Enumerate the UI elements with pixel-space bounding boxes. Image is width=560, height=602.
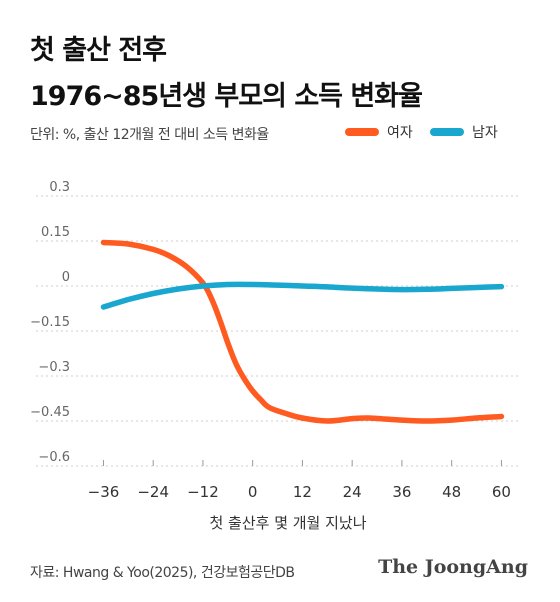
chart-subtitle: 단위: %, 출산 12개월 전 대비 소득 변화율 — [30, 127, 269, 143]
x-tick-label: 12 — [293, 483, 312, 501]
series-line-male — [100, 281, 505, 310]
y-tick-label: 0.15 — [41, 225, 70, 240]
legend-swatch-male — [430, 128, 464, 136]
legend-swatch-female — [345, 128, 379, 136]
series-lines — [100, 239, 505, 424]
legend-label-male: 남자 — [472, 125, 498, 141]
x-tick-label: −12 — [187, 483, 219, 501]
publisher-logo: The JoongAng — [378, 556, 528, 578]
source-note: 자료: Hwang & Yoo(2025), 건강보험공단DB — [30, 565, 295, 581]
x-tick-label: 0 — [248, 483, 258, 501]
x-tick-label: 60 — [492, 483, 511, 501]
chart-title-line1: 첫 출산 전후 — [30, 35, 167, 66]
x-tick-label: 36 — [392, 483, 411, 501]
y-tick-label: −0.45 — [30, 405, 70, 420]
legend-item-female: 여자 — [345, 122, 413, 142]
legend-item-male: 남자 — [430, 122, 498, 142]
x-tick-label: −36 — [88, 483, 120, 501]
series-line-female — [100, 239, 505, 424]
y-tick-label: 0 — [62, 270, 70, 285]
x-tick-label: −24 — [137, 483, 169, 501]
legend-label-female: 여자 — [387, 125, 413, 141]
y-tick-label: 0.3 — [49, 180, 70, 195]
x-axis-label: 첫 출산후 몇 개월 지났나 — [209, 514, 366, 532]
y-tick-label: −0.3 — [38, 360, 70, 375]
grid-lines — [36, 195, 518, 467]
y-tick-label: −0.6 — [38, 450, 70, 465]
y-tick-labels: 0.3 0.15 0 −0.15 −0.3 −0.45 −0.6 — [30, 180, 70, 465]
y-tick-label: −0.15 — [30, 315, 70, 330]
x-tick-label: 24 — [343, 483, 362, 501]
chart-title-line2: 1976~85년생 부모의 소득 변화율 — [30, 81, 423, 112]
x-tick-label: 48 — [442, 483, 461, 501]
x-tick-labels: −36 −24 −12 0 12 24 36 48 60 — [88, 483, 511, 501]
